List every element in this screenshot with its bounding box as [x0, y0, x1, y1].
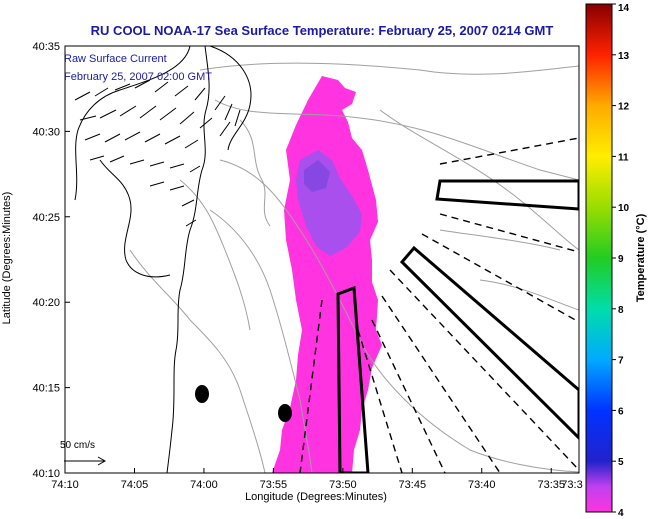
colorbar-ticks: 4 5 6 7 8 9 10 11 12 13 14 — [612, 3, 630, 519]
colorbar-tick-label: 10 — [618, 203, 630, 214]
map-area — [65, 46, 579, 473]
dashed-sectors — [299, 137, 579, 473]
colorbar-tick-label: 5 — [618, 457, 624, 468]
colorbar — [585, 3, 613, 513]
bathymetry-contours — [129, 62, 579, 473]
x-tick-label: 73:3 — [561, 479, 582, 491]
colorbar-tick-label: 14 — [618, 3, 630, 14]
colorbar-tick-label: 8 — [618, 305, 624, 316]
y-tick-label: 40:10 — [32, 468, 60, 480]
x-tick-label: 73:45 — [399, 479, 427, 491]
colorbar-tick-label: 7 — [618, 356, 624, 367]
x-axis-label: Longitude (Degrees:Minutes) — [245, 491, 387, 503]
region-outlines — [336, 179, 579, 473]
x-tick-label: 73:55 — [260, 479, 288, 491]
colorbar-tick-label: 4 — [618, 508, 624, 519]
y-tick-label: 40:25 — [32, 212, 60, 224]
y-tick-label: 40:30 — [32, 126, 60, 138]
colorbar-tick-label: 9 — [618, 254, 624, 265]
x-tick-label: 74:10 — [51, 479, 79, 491]
colorbar-label: Temperature (°C) — [635, 213, 647, 302]
coastline — [74, 46, 252, 473]
chart-title: RU COOL NOAA-17 Sea Surface Temperature:… — [91, 23, 554, 38]
legend-line2: February 25, 2007 02:00 GMT — [64, 71, 212, 83]
x-tick-label: 73:50 — [329, 479, 357, 491]
y-axis-ticks: 40:10 40:15 40:20 40:25 40:30 40:35 — [32, 41, 70, 480]
scale-label: 50 cm/s — [60, 440, 95, 451]
surface-current-vectors — [74, 79, 241, 227]
y-tick-label: 40:35 — [32, 41, 60, 53]
landmark-blob — [278, 404, 292, 422]
plot-frame — [64, 45, 580, 474]
x-axis-ticks: 74:10 74:05 74:00 73:55 73:50 73:45 73:40 73:35… — [51, 468, 583, 491]
y-tick-label: 40:20 — [32, 297, 60, 309]
scale-arrow-head — [97, 456, 107, 466]
x-tick-label: 73:35 — [537, 479, 565, 491]
colorbar-tick-label: 6 — [618, 406, 624, 417]
colorbar-tick-label: 12 — [618, 102, 630, 113]
legend-line1: Raw Surface Current — [64, 53, 167, 65]
sst-cool-core — [304, 160, 330, 192]
x-tick-label: 74:00 — [190, 479, 218, 491]
landmark-blob — [195, 385, 209, 403]
y-axis-label: Latitude (Degrees:Minutes) — [1, 192, 13, 325]
y-tick-label: 40:15 — [32, 383, 60, 395]
colorbar-tick-label: 11 — [618, 152, 629, 163]
x-tick-label: 74:05 — [121, 479, 149, 491]
colorbar-tick-label: 13 — [618, 51, 630, 62]
x-tick-label: 73:40 — [468, 479, 496, 491]
